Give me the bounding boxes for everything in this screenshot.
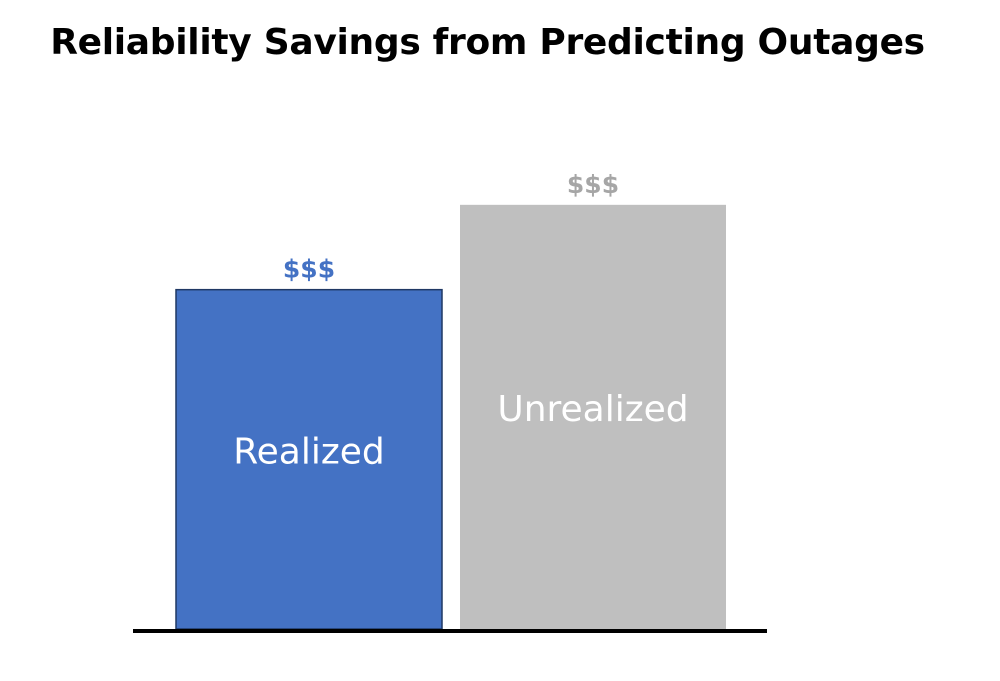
bar-unrealized [460, 204, 726, 630]
bars-group: Realized $$$ Unrealized $$$ [175, 170, 726, 630]
bar-label-realized: Realized [233, 431, 385, 472]
chart-title: Reliability Savings from Predicting Outa… [50, 22, 925, 63]
value-label-unrealized: $$$ [567, 170, 619, 199]
value-label-realized: $$$ [283, 255, 335, 284]
bar-realized [175, 288, 443, 630]
bar-label-unrealized: Unrealized [497, 389, 688, 430]
